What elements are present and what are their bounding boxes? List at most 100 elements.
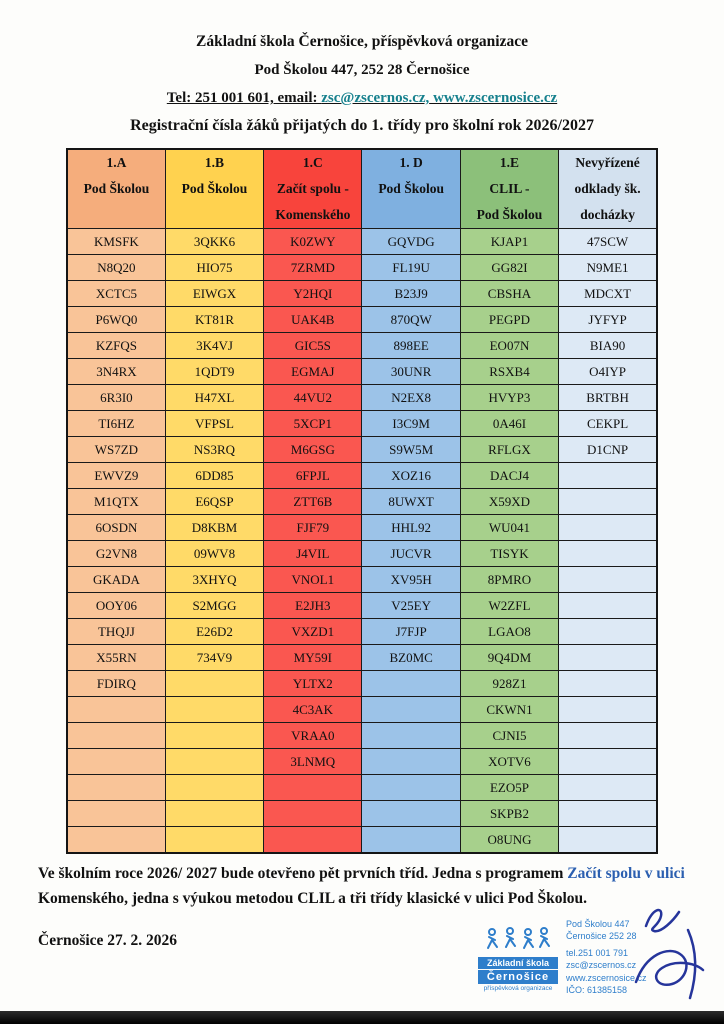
table-row: KMSFK 3QKK6 K0ZWY GQVDG KJAP1 47SCW — [66, 228, 658, 255]
registration-code-cell — [361, 774, 461, 801]
paragraph-segment: Komenského, jedna s výukou metodou CLIL … — [38, 889, 588, 907]
registration-code-cell: D8KBM — [164, 514, 265, 541]
logo-text-top: Základní škola — [478, 957, 558, 969]
registration-code-cell — [164, 670, 265, 697]
registration-code-cell: N2EX8 — [361, 384, 461, 411]
registration-table: 1.A Pod Školou 1.B Pod Školou 1.C Začít spolu… — [66, 148, 658, 854]
registration-code-cell: DACJ4 — [459, 462, 560, 489]
registration-code-cell — [558, 696, 658, 723]
website-link: www.zscernosice.cz — [429, 90, 558, 106]
registration-code-cell: CEKPL — [558, 410, 658, 437]
school-stamp: Základní škola Černošice příspěvková org… — [478, 918, 708, 1018]
registration-code-cell: J4VIL — [263, 540, 363, 567]
registration-code-cell: 928Z1 — [459, 670, 560, 697]
registration-code-cell — [66, 826, 166, 854]
registration-code-cell: 734V9 — [164, 644, 265, 671]
table-row: X55RN 734V9 MY59I BZ0MC 9Q4DM — [66, 644, 658, 671]
table-row: WS7ZD NS3RQ M6GSG S9W5M RFLGX D1CNP — [66, 436, 658, 463]
registration-code-cell: EIWGX — [164, 280, 265, 307]
registration-code-cell: V25EY — [361, 592, 461, 619]
registration-code-cell: 1QDT9 — [164, 358, 265, 385]
registration-code-cell — [263, 800, 363, 827]
registration-code-cell: S2MGG — [164, 592, 265, 619]
registration-code-cell: Y2HQI — [263, 280, 363, 307]
registration-code-cell: E26D2 — [164, 618, 265, 645]
registration-code-cell: UAK4B — [263, 306, 363, 333]
registration-code-cell: D1CNP — [558, 436, 658, 463]
registration-code-cell: EGMAJ — [263, 358, 363, 385]
registration-code-cell: HIO75 — [164, 254, 265, 281]
registration-code-cell: EWVZ9 — [66, 462, 166, 489]
registration-code-cell — [361, 696, 461, 723]
registration-code-cell: JYFYP — [558, 306, 658, 333]
registration-code-cell — [66, 748, 166, 775]
table-row: N8Q20 HIO75 7ZRMD FL19U GG82I N9ME1 — [66, 254, 658, 281]
registration-code-cell — [164, 748, 265, 775]
scan-bottom-edge — [0, 1011, 724, 1024]
registration-code-cell: GG82I — [459, 254, 560, 281]
stamp-email: zsc@zscernos.cz — [566, 960, 637, 971]
date-line: Černošice 27. 2. 2026 — [38, 932, 178, 949]
table-row: 6OSDN D8KBM FJF79 HHL92 WU041 — [66, 514, 658, 541]
registration-code-cell: NS3RQ — [164, 436, 265, 463]
registration-code-cell — [263, 774, 363, 801]
registration-code-cell: LGAO8 — [459, 618, 560, 645]
registration-code-cell — [558, 514, 658, 541]
table-row: FDIRQ YLTX2 928Z1 — [66, 670, 658, 697]
registration-code-cell: XCTC5 — [66, 280, 166, 307]
registration-code-cell: 898EE — [361, 332, 461, 359]
registration-code-cell: 8PMRO — [459, 566, 560, 593]
table-row: 3N4RX 1QDT9 EGMAJ 30UNR RSXB4 O4IYP — [66, 358, 658, 385]
registration-code-cell: EZO5P — [459, 774, 560, 801]
document-header: Základní škola Černošice, příspěvková or… — [0, 33, 724, 107]
registration-code-cell: PEGPD — [459, 306, 560, 333]
registration-code-cell: K0ZWY — [263, 228, 363, 255]
table-row: XCTC5 EIWGX Y2HQI B23J9 CBSHA MDCXT — [66, 280, 658, 307]
running-figures-icon — [482, 927, 554, 956]
registration-code-cell: BIA90 — [558, 332, 658, 359]
registration-code-cell — [558, 592, 658, 619]
table-row: M1QTX E6QSP ZTT6B 8UWXT X59XD — [66, 488, 658, 515]
page-title: Registrační čísla žáků přijatých do 1. t… — [130, 117, 594, 134]
email-link: zsc@zscernos.cz, — [321, 90, 430, 106]
registration-code-cell: P6WQ0 — [66, 306, 166, 333]
registration-code-cell: 3K4VJ — [164, 332, 265, 359]
table-row: SKPB2 — [66, 800, 658, 827]
registration-code-cell — [66, 774, 166, 801]
registration-code-cell: E6QSP — [164, 488, 265, 515]
registration-code-cell: RFLGX — [459, 436, 560, 463]
stamp-tel: tel.251 001 791 — [566, 948, 629, 959]
registration-code-cell: GIC5S — [263, 332, 363, 359]
column-header-odklady: Nevyřízené odklady šk. docházky — [558, 148, 658, 229]
logo-subtitle: příspěvková organizace — [483, 985, 553, 992]
registration-code-cell: FL19U — [361, 254, 461, 281]
paragraph-segment-highlight: Začít spolu v ulici — [567, 865, 685, 882]
registration-code-cell: M6GSG — [263, 436, 363, 463]
registration-code-cell: 7ZRMD — [263, 254, 363, 281]
registration-code-cell: EO07N — [459, 332, 560, 359]
registration-code-cell: HHL92 — [361, 514, 461, 541]
registration-code-cell — [164, 722, 265, 749]
column-header-1E: 1.E CLIL - Pod Školou — [459, 148, 560, 229]
footer-paragraph: Ve školním roce 2026/ 2027 bude otevřeno… — [38, 862, 690, 912]
signature — [628, 902, 716, 1015]
registration-code-cell: 3N4RX — [66, 358, 166, 385]
table-row: THQJJ E26D2 VXZD1 J7FJP LGAO8 — [66, 618, 658, 645]
table-row: 4C3AK CKWN1 — [66, 696, 658, 723]
registration-code-cell — [558, 618, 658, 645]
registration-code-cell: O8UNG — [459, 826, 560, 854]
registration-code-cell: THQJJ — [66, 618, 166, 645]
registration-code-cell: VXZD1 — [263, 618, 363, 645]
registration-code-cell: MY59I — [263, 644, 363, 671]
registration-code-cell: TI6HZ — [66, 410, 166, 437]
table-row: G2VN8 09WV8 J4VIL JUCVR TISYK — [66, 540, 658, 567]
column-header-1A: 1.A Pod Školou — [66, 148, 166, 229]
registration-code-cell: OOY06 — [66, 592, 166, 619]
registration-code-cell: CBSHA — [459, 280, 560, 307]
registration-code-cell — [558, 670, 658, 697]
registration-code-cell: E2JH3 — [263, 592, 363, 619]
registration-code-cell — [164, 696, 265, 723]
registration-code-cell: JUCVR — [361, 540, 461, 567]
table-row: 3LNMQ XOTV6 — [66, 748, 658, 775]
registration-code-cell: VNOL1 — [263, 566, 363, 593]
